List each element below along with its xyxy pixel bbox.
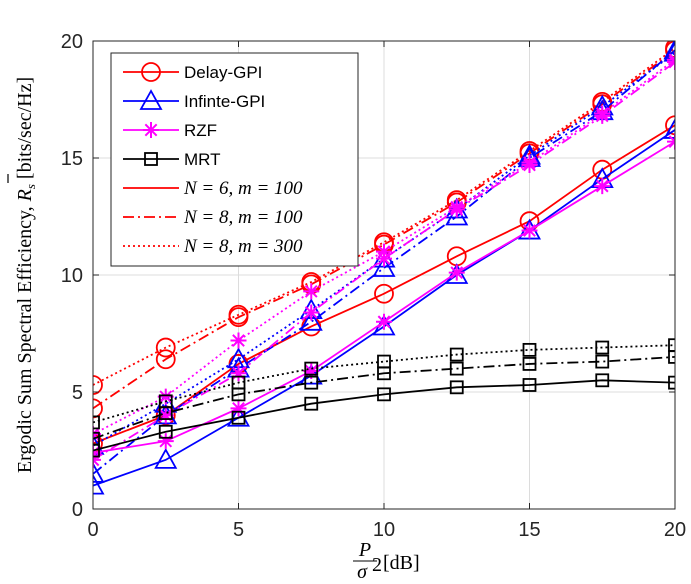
legend: Delay-GPI Infinte-GPI RZF MRT N = 6, m = 100… [111, 53, 358, 266]
data-point-star [522, 223, 538, 239]
x-label-numerator: P [358, 539, 371, 561]
x-label-exponent: 2 [372, 554, 382, 576]
legend-label: RZF [184, 121, 217, 140]
data-point-star [594, 178, 610, 194]
data-point-star [231, 333, 247, 349]
x-axis-label: Pσ 2 [dB] [353, 539, 420, 583]
legend-label: N = 8, m = 100 [183, 207, 303, 228]
y-axis-label: Ergodic Sum Spectral Efficiency, Rs [bit… [14, 77, 38, 473]
x-tick-label: 20 [664, 519, 686, 541]
legend-marker-star [143, 122, 159, 138]
data-point-star [376, 314, 392, 330]
data-point-star [376, 244, 392, 260]
data-point-star [303, 283, 319, 299]
legend-label: MRT [184, 150, 221, 169]
x-tick-label: 10 [373, 519, 395, 541]
x-label-unit: [dB] [383, 552, 420, 574]
legend-label: N = 8, m = 300 [183, 236, 303, 257]
y-tick-label: 20 [61, 31, 83, 53]
y-tick-label: 15 [61, 148, 83, 170]
legend-label: Delay-GPI [184, 63, 262, 82]
legend-label: N = 6, m = 100 [183, 178, 303, 199]
data-point-star [449, 199, 465, 215]
y-tick-label: 10 [61, 265, 83, 287]
x-tick-label: 5 [233, 519, 244, 541]
data-point-star [522, 155, 538, 171]
data-point-star [303, 304, 319, 320]
y-tick-label: 5 [72, 382, 83, 404]
data-point-star [594, 106, 610, 122]
x-tick-label: 15 [518, 519, 540, 541]
x-label-denominator: σ [357, 561, 368, 583]
x-tick-label: 0 [87, 519, 98, 541]
y-tick-label: 0 [72, 499, 83, 521]
data-point-star [449, 265, 465, 281]
legend-label: Infinte-GPI [184, 92, 265, 111]
